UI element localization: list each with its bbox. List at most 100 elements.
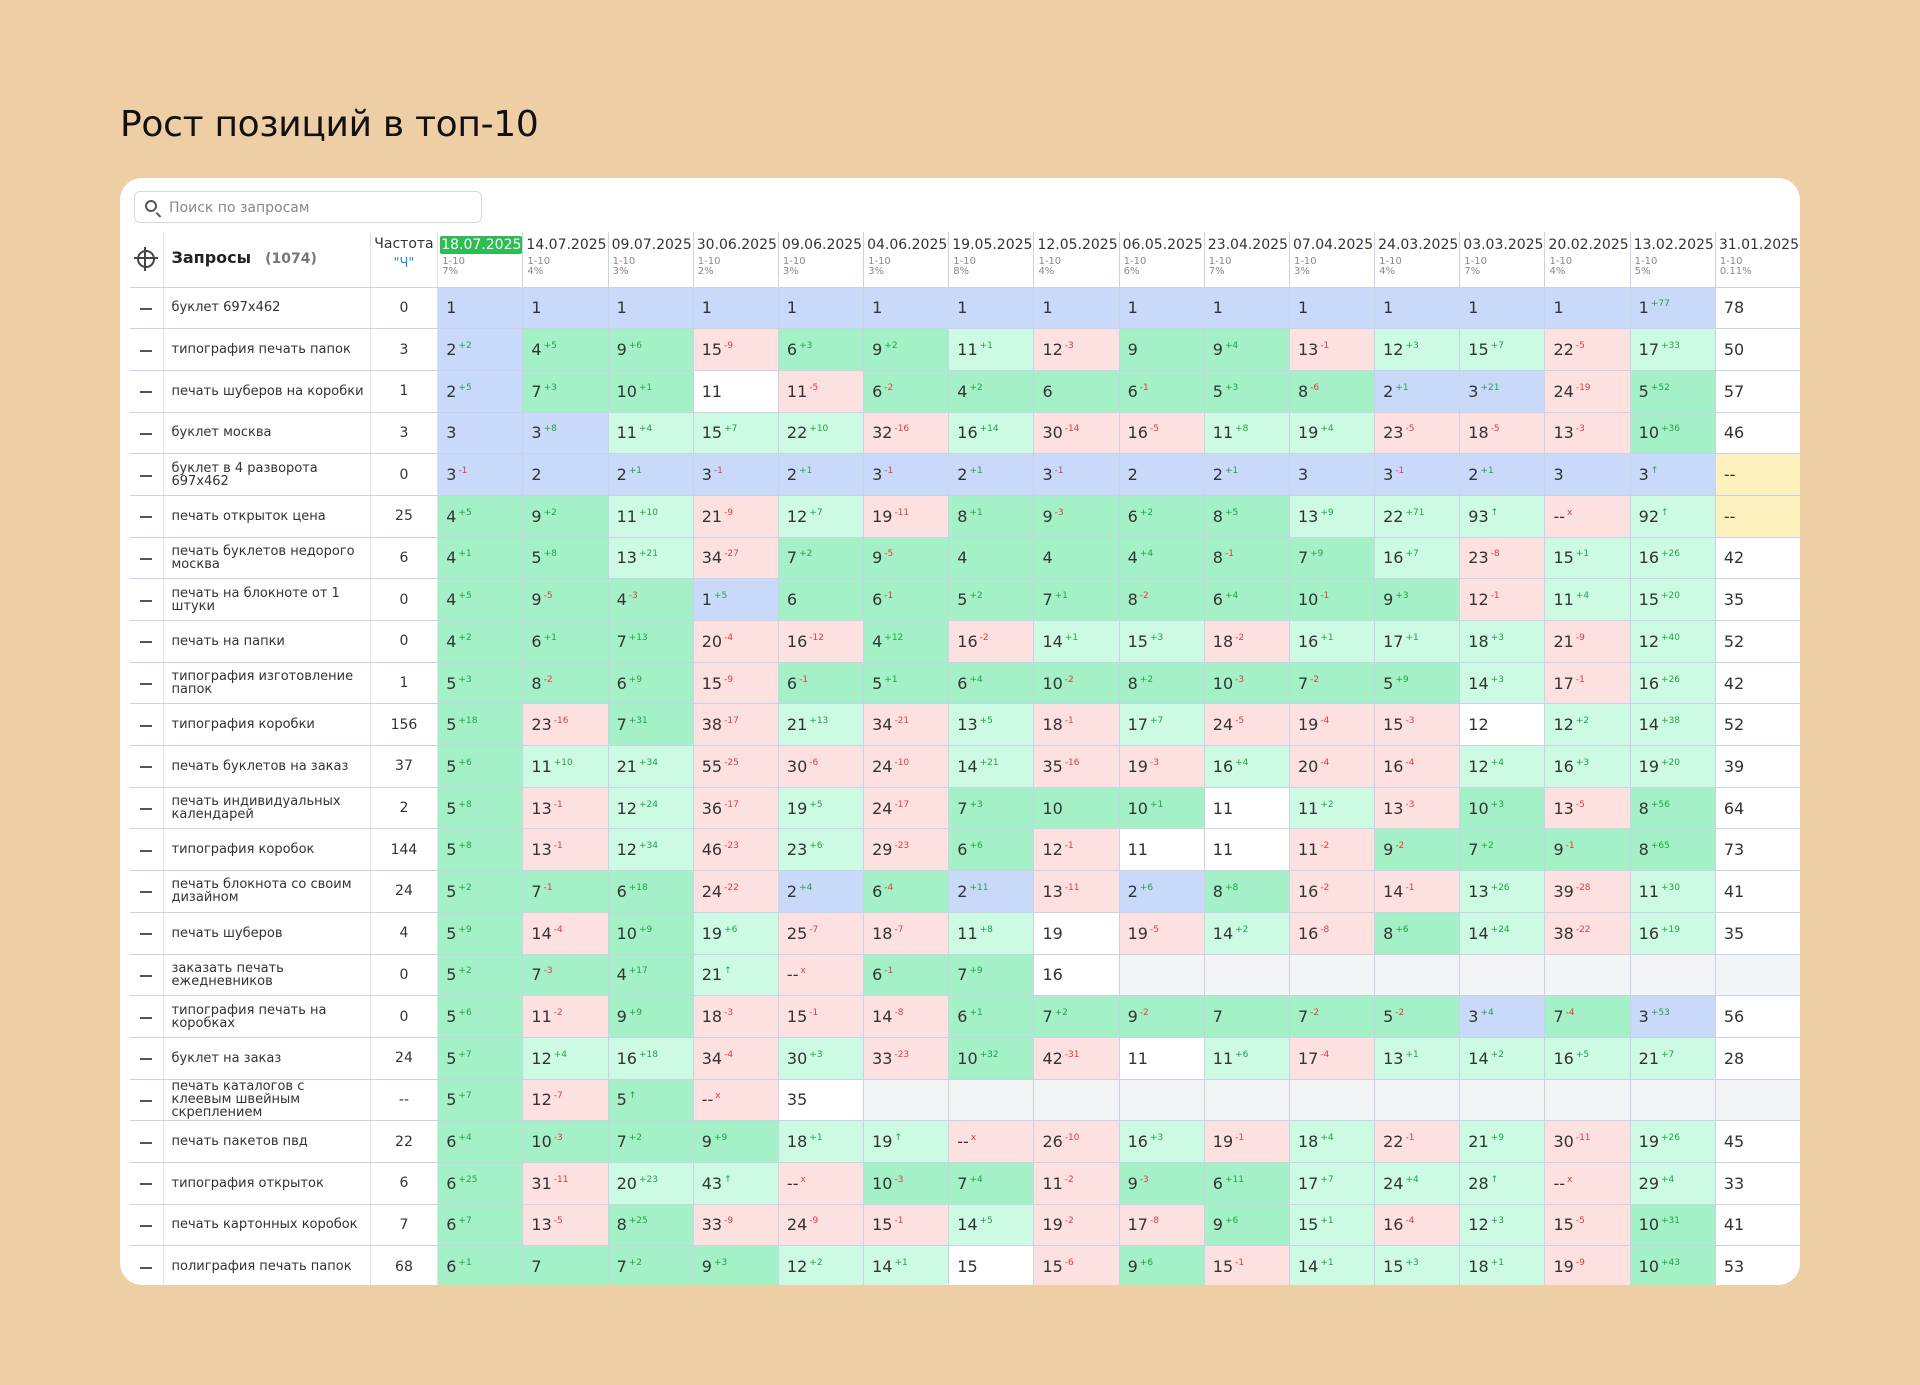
position-cell[interactable]: 12 -7	[522, 1079, 609, 1122]
table-row[interactable]: заказать печать ежедневников 0 5 +2 7 -3 4 +17 2…	[130, 954, 1800, 997]
position-cell[interactable]: 6 +1	[948, 995, 1035, 1038]
position-cell[interactable]: 13 -5	[522, 1204, 609, 1247]
date-column-header[interactable]: 31.01.2025 1-10 0.11%	[1715, 232, 1800, 288]
position-cell[interactable]: 19 +4	[1289, 412, 1376, 455]
position-cell[interactable]: 16 -4	[1374, 745, 1461, 788]
position-cell[interactable]: 5 +9	[1374, 662, 1461, 705]
position-cell[interactable]: 6 +1	[437, 1245, 524, 1285]
position-cell[interactable]: 5 +8	[437, 828, 524, 872]
position-cell[interactable]: 16 -5	[1119, 412, 1205, 455]
position-cell[interactable]	[1204, 1079, 1290, 1122]
position-cell[interactable]: 13 -1	[1289, 328, 1376, 371]
position-cell[interactable]: 30 -6	[778, 745, 865, 788]
position-cell[interactable]: 1	[608, 287, 694, 330]
table-row[interactable]: печать пакетов пвд 22 6 +4 10 -3 7 +2 9 +9 18 +1 19 ↑…	[130, 1120, 1800, 1163]
position-cell[interactable]: 4	[948, 537, 1035, 580]
position-cell[interactable]: 7 +3	[522, 370, 609, 413]
position-cell[interactable]: 5 +7	[437, 1037, 524, 1080]
position-cell[interactable]: 1	[1119, 287, 1205, 330]
query-cell[interactable]: типография печать на коробках	[163, 995, 371, 1038]
position-cell[interactable]: 8 -2	[522, 662, 609, 705]
position-cell[interactable]: 14 +1	[863, 1245, 950, 1285]
position-cell[interactable]: 10 +1	[608, 370, 694, 413]
position-cell[interactable]: 7 +4	[948, 1162, 1035, 1205]
position-cell[interactable]	[1119, 1079, 1205, 1122]
position-cell[interactable]: 7 +2	[608, 1245, 694, 1285]
position-cell[interactable]: 21 +13	[778, 703, 865, 747]
position-cell[interactable]: 19 +5	[778, 787, 865, 830]
position-cell[interactable]: 26 -10	[1033, 1120, 1120, 1163]
position-cell[interactable]: 12 +40	[1630, 620, 1716, 663]
row-toggle[interactable]	[130, 787, 164, 830]
position-cell[interactable]: 14 +38	[1630, 703, 1716, 747]
row-toggle[interactable]	[130, 870, 164, 913]
position-cell[interactable]: 8 +6	[1374, 912, 1461, 955]
position-cell[interactable]: 5 +6	[437, 745, 524, 788]
position-cell[interactable]	[1033, 1079, 1120, 1122]
position-cell[interactable]: 7	[1204, 995, 1290, 1038]
position-cell[interactable]: 2 +11	[948, 870, 1035, 913]
query-cell[interactable]: буклет на заказ	[163, 1037, 371, 1080]
date-column-header[interactable]: 24.03.2025 1-10 4%	[1374, 232, 1461, 288]
table-row[interactable]: буклет на заказ 24 5 +7 12 +4 16 +18 34 -4 30 +3 33-…	[130, 1037, 1800, 1080]
position-cell[interactable]: 14 +1	[1289, 1245, 1376, 1285]
position-cell[interactable]: 15 +1	[1544, 537, 1631, 580]
position-cell[interactable]: 13 -1	[522, 828, 609, 872]
position-cell[interactable]: 9 +6	[1204, 1204, 1290, 1247]
position-cell[interactable]: 11 +10	[522, 745, 609, 788]
position-cell[interactable]: 12 +4	[1459, 745, 1546, 788]
position-cell[interactable]	[1374, 954, 1461, 997]
position-cell[interactable]: 5 +7	[437, 1079, 524, 1122]
position-cell[interactable]: 13 +26	[1459, 870, 1546, 913]
position-cell[interactable]: 9 -3	[1033, 495, 1120, 538]
position-cell[interactable]: 5 ↑	[608, 1079, 694, 1122]
row-toggle[interactable]	[130, 662, 164, 705]
position-cell[interactable]: 12 +2	[1544, 703, 1631, 747]
row-toggle[interactable]	[130, 745, 164, 788]
position-cell[interactable]	[1544, 1079, 1631, 1122]
position-cell[interactable]: 19 -3	[1119, 745, 1205, 788]
position-cell[interactable]: 16 -2	[948, 620, 1035, 663]
position-cell[interactable]: 11	[1204, 787, 1290, 830]
query-cell[interactable]: печать блокнота со своим дизайном	[163, 870, 371, 913]
position-cell[interactable]: 16 -8	[1289, 912, 1376, 955]
position-cell[interactable]: 7 +31	[608, 703, 694, 747]
position-cell[interactable]: 6 +18	[608, 870, 694, 913]
position-cell[interactable]: 14 -1	[1374, 870, 1461, 913]
query-cell[interactable]: печать на папки	[163, 620, 371, 663]
position-cell[interactable]: 19	[1033, 912, 1120, 955]
position-cell[interactable]: 14 +2	[1204, 912, 1290, 955]
position-cell-last[interactable]: 41	[1715, 1204, 1800, 1247]
position-cell[interactable]: 15	[948, 1245, 1035, 1285]
position-cell[interactable]: 31 -11	[522, 1162, 609, 1205]
position-cell[interactable]: 4 +2	[948, 370, 1035, 413]
position-cell[interactable]: 18 +4	[1289, 1120, 1376, 1163]
position-cell[interactable]: 1	[1204, 287, 1290, 330]
row-toggle[interactable]	[130, 1037, 164, 1080]
position-cell[interactable]: 15 -1	[1204, 1245, 1290, 1285]
position-cell[interactable]: 17 +33	[1630, 328, 1716, 371]
position-cell[interactable]: -- x	[1544, 1162, 1631, 1205]
position-cell[interactable]: 23 +6	[778, 828, 865, 872]
position-cell[interactable]: 34 -21	[863, 703, 950, 747]
position-cell[interactable]: 17 +7	[1119, 703, 1205, 747]
date-column-header[interactable]: 30.06.2025 1-10 2%	[693, 232, 779, 288]
position-cell-last[interactable]: 42	[1715, 662, 1800, 705]
position-cell[interactable]: 2 +1	[608, 453, 694, 496]
position-cell[interactable]: 6	[778, 578, 865, 621]
position-cell[interactable]: 5 +3	[1204, 370, 1290, 413]
position-cell-last[interactable]: 46	[1715, 412, 1800, 455]
position-cell[interactable]: 7 +3	[948, 787, 1035, 830]
position-cell[interactable]: 11 -2	[1033, 1162, 1120, 1205]
position-cell[interactable]: 15 -9	[693, 328, 779, 371]
position-cell[interactable]: 19 ↑	[863, 1120, 950, 1163]
position-cell[interactable]: 32 -16	[863, 412, 950, 455]
position-cell[interactable]: 16 -4	[1374, 1204, 1461, 1247]
query-cell[interactable]: полиграфия печать папок	[163, 1245, 371, 1285]
position-cell[interactable]	[1119, 954, 1205, 997]
position-cell[interactable]	[948, 1079, 1035, 1122]
position-cell[interactable]: 5 +8	[437, 787, 524, 830]
position-cell[interactable]: 12 -3	[1033, 328, 1120, 371]
position-cell[interactable]: 3 +8	[522, 412, 609, 455]
position-cell[interactable]: 10	[1033, 787, 1120, 830]
